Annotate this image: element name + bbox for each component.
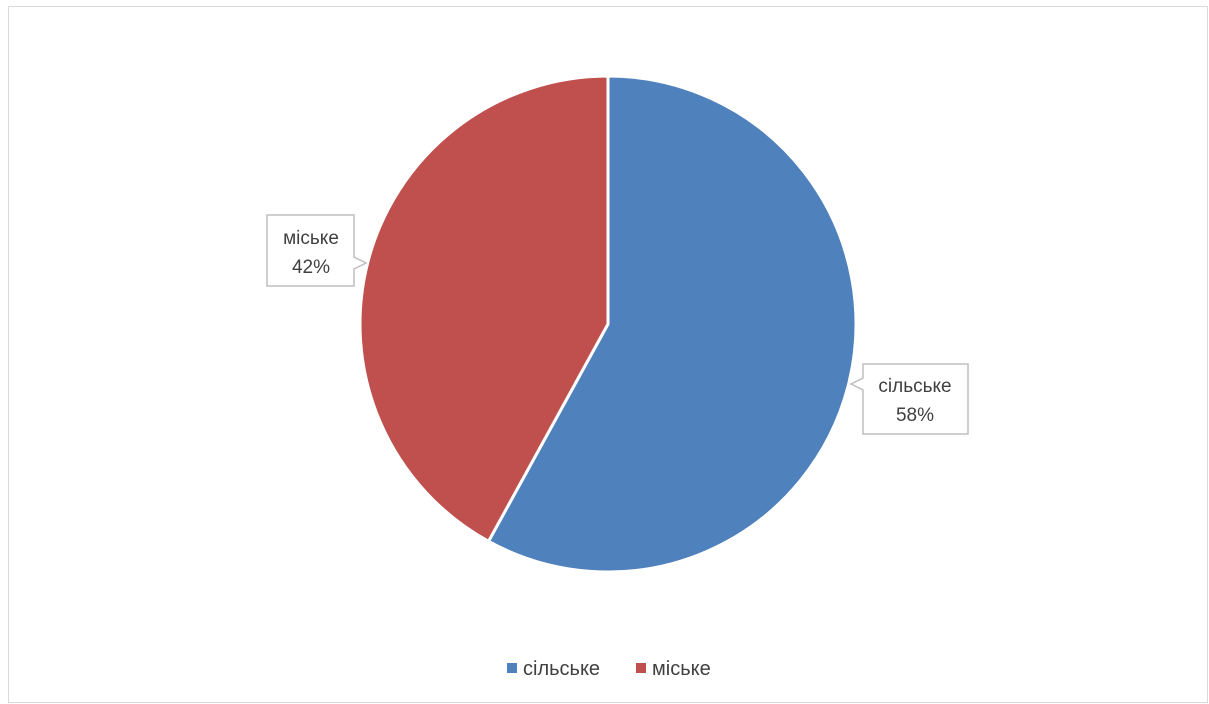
data-label-rural: сільське 58% [849, 363, 969, 435]
data-label-urban-box [266, 214, 368, 287]
pie-slices [358, 74, 858, 574]
legend-swatch-urban [636, 663, 646, 673]
data-label-urban-percent: 42% [292, 257, 330, 278]
data-label-rural-category: сільське [878, 376, 951, 397]
data-label-rural-box [849, 363, 969, 435]
data-label-rural-percent: 58% [896, 405, 934, 426]
legend-label-rural: сільське [523, 658, 600, 680]
legend-label-urban: міське [652, 658, 711, 680]
data-label-urban: міське 42% [266, 214, 368, 287]
data-label-urban-category: міське [283, 228, 339, 249]
pie-slice-urban [358, 74, 610, 543]
pie-slice-rural [487, 74, 858, 574]
legend-swatch-rural [507, 663, 517, 673]
legend: сільське міське [507, 658, 711, 680]
